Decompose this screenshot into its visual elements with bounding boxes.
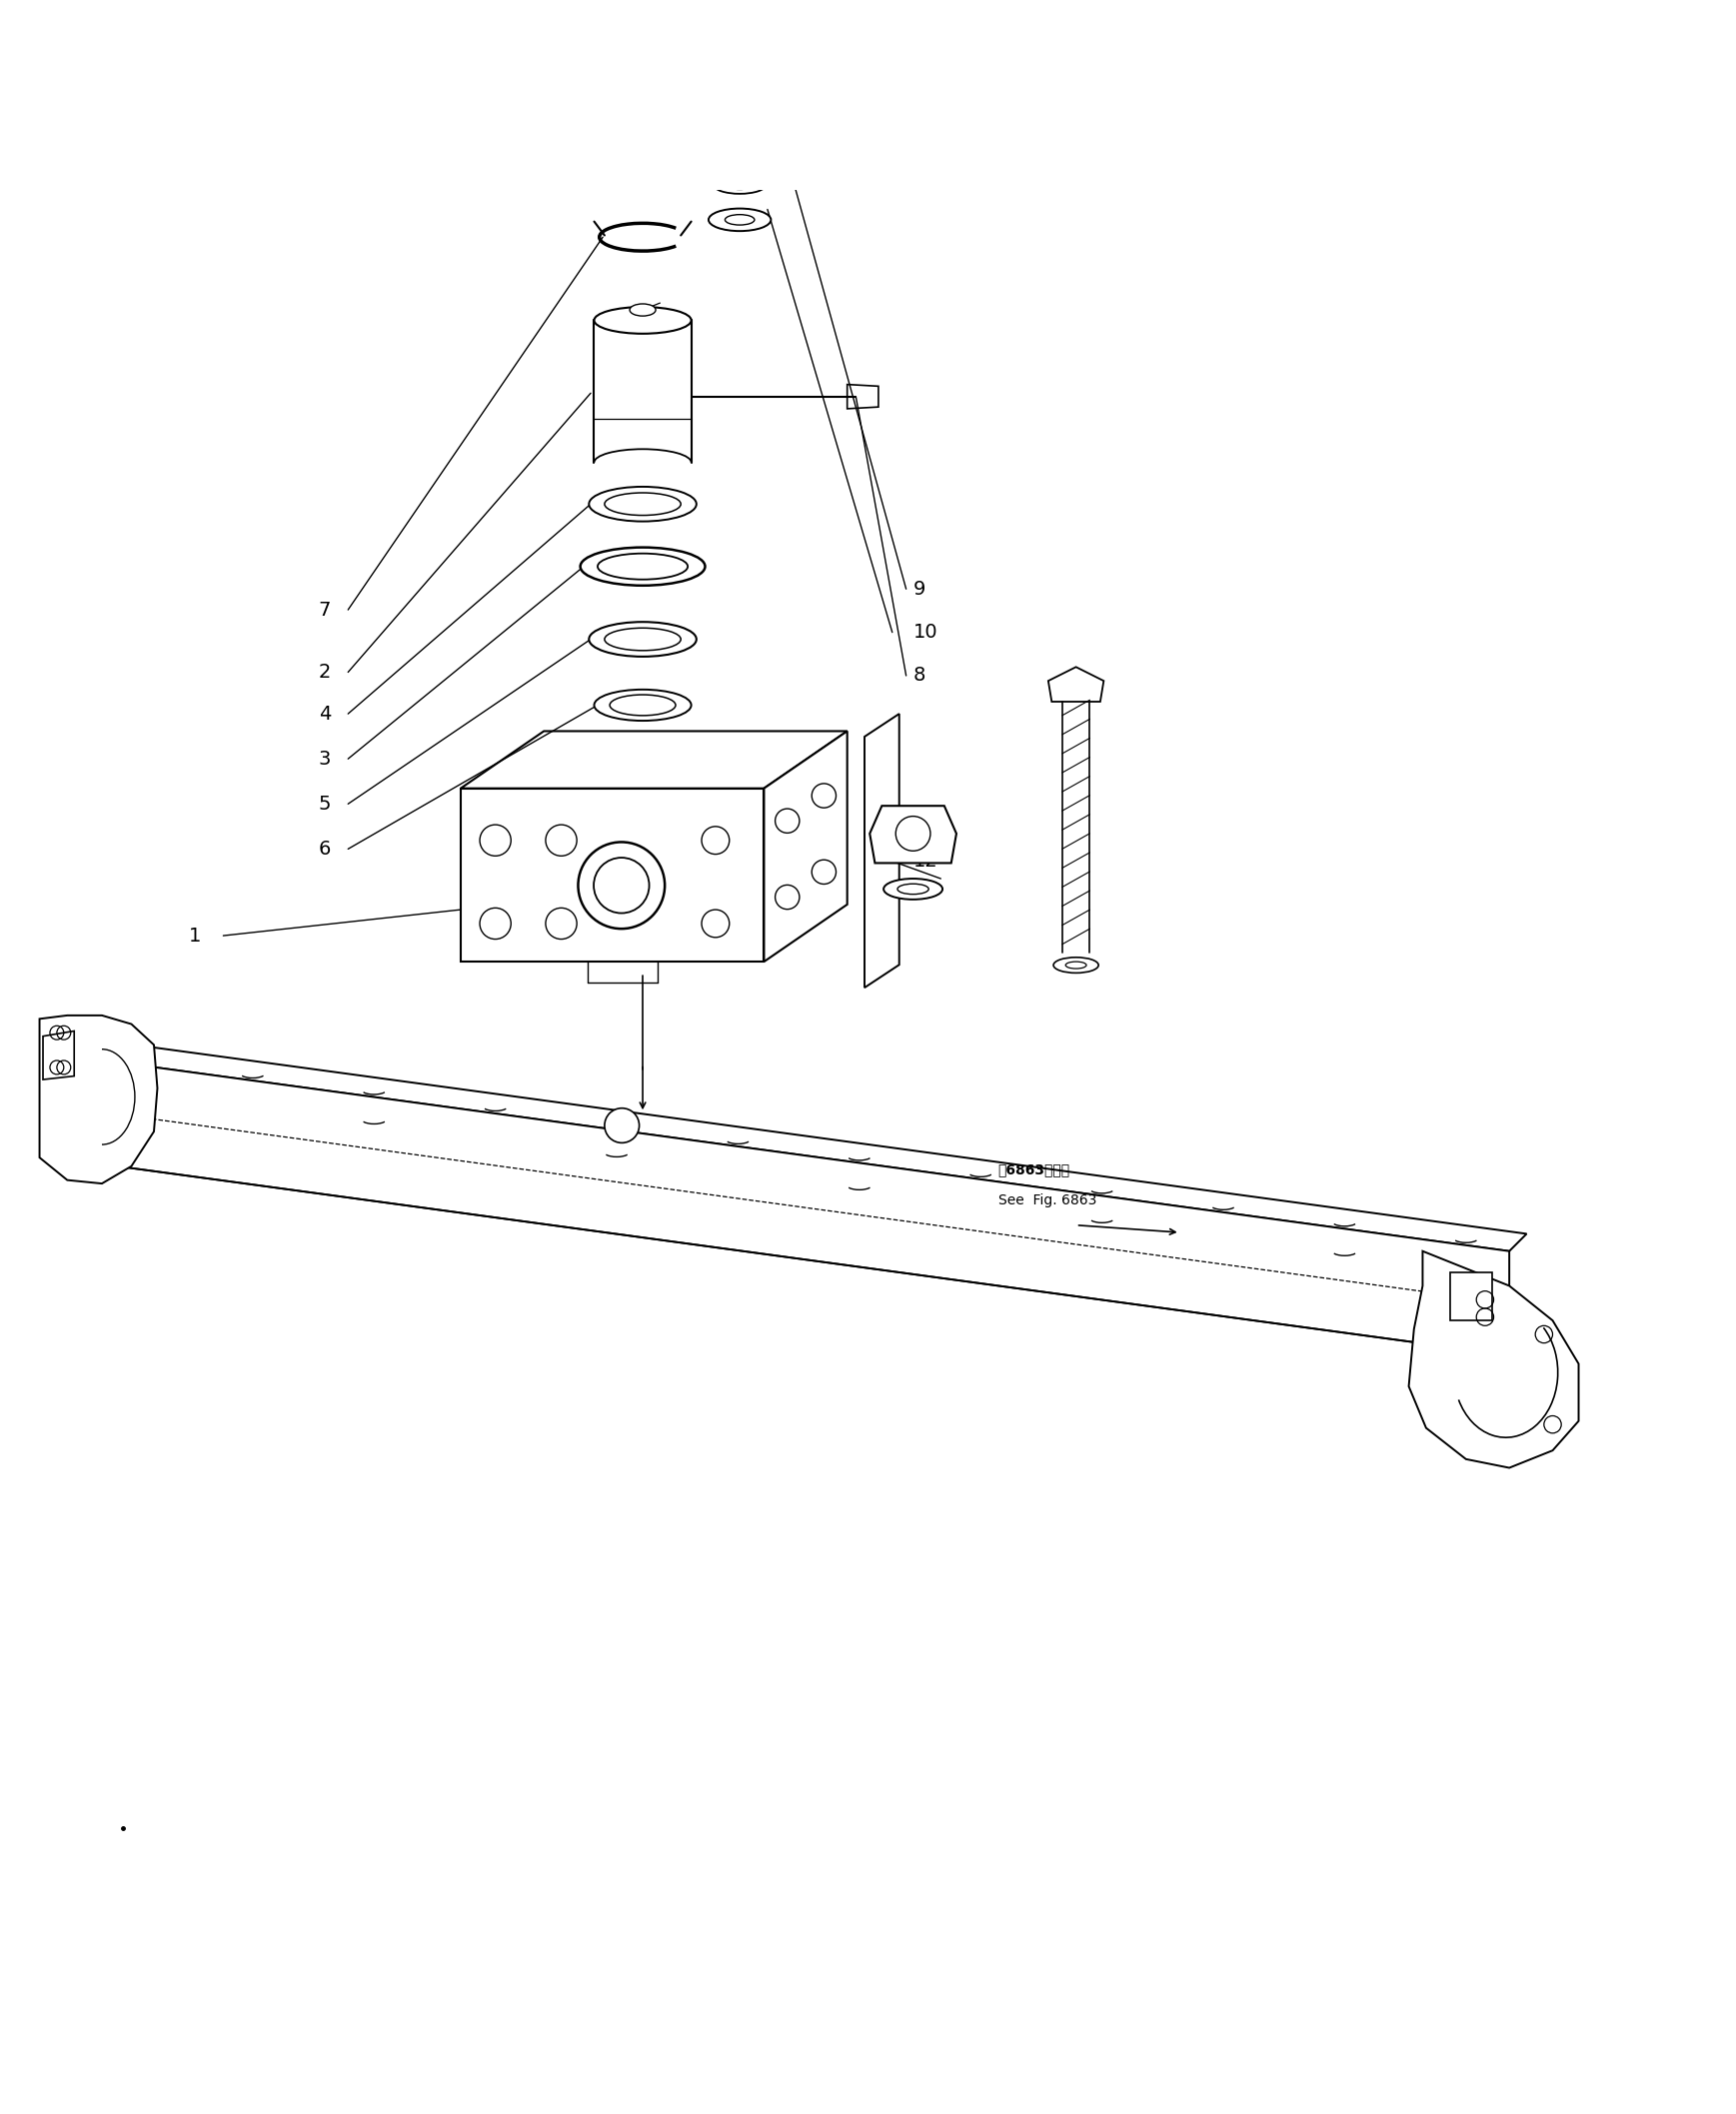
Polygon shape bbox=[54, 1053, 1509, 1355]
Circle shape bbox=[594, 858, 649, 913]
Ellipse shape bbox=[580, 548, 705, 586]
Polygon shape bbox=[764, 731, 847, 962]
Text: 5: 5 bbox=[319, 795, 332, 814]
Polygon shape bbox=[847, 385, 878, 408]
Ellipse shape bbox=[884, 879, 943, 898]
Ellipse shape bbox=[594, 689, 691, 721]
Text: 3: 3 bbox=[319, 748, 332, 767]
Text: 12: 12 bbox=[913, 852, 937, 871]
Text: 4: 4 bbox=[319, 704, 332, 723]
Polygon shape bbox=[40, 1015, 158, 1184]
Text: 11: 11 bbox=[913, 808, 937, 827]
Polygon shape bbox=[43, 1032, 75, 1080]
Polygon shape bbox=[1450, 1273, 1491, 1321]
Polygon shape bbox=[1410, 1251, 1578, 1467]
Text: 9: 9 bbox=[913, 579, 925, 598]
Text: 2: 2 bbox=[319, 662, 332, 681]
Circle shape bbox=[578, 841, 665, 928]
Polygon shape bbox=[460, 789, 764, 962]
Text: 第6863図参照: 第6863図参照 bbox=[998, 1163, 1069, 1177]
Ellipse shape bbox=[713, 175, 766, 194]
Ellipse shape bbox=[708, 209, 771, 230]
Ellipse shape bbox=[594, 307, 691, 334]
Circle shape bbox=[604, 1108, 639, 1144]
Polygon shape bbox=[460, 731, 847, 789]
Polygon shape bbox=[708, 25, 771, 63]
Polygon shape bbox=[1049, 668, 1104, 702]
Ellipse shape bbox=[589, 622, 696, 657]
Ellipse shape bbox=[589, 486, 696, 522]
Text: 7: 7 bbox=[319, 600, 332, 619]
Text: 8: 8 bbox=[913, 666, 925, 685]
Text: 1: 1 bbox=[189, 926, 201, 945]
Polygon shape bbox=[54, 1036, 1526, 1251]
Ellipse shape bbox=[1054, 958, 1099, 972]
Polygon shape bbox=[865, 715, 899, 987]
Ellipse shape bbox=[630, 304, 656, 315]
Text: 10: 10 bbox=[913, 624, 937, 643]
Text: See  Fig. 6863: See Fig. 6863 bbox=[998, 1194, 1097, 1207]
Text: 6: 6 bbox=[319, 839, 332, 858]
Polygon shape bbox=[870, 805, 957, 863]
